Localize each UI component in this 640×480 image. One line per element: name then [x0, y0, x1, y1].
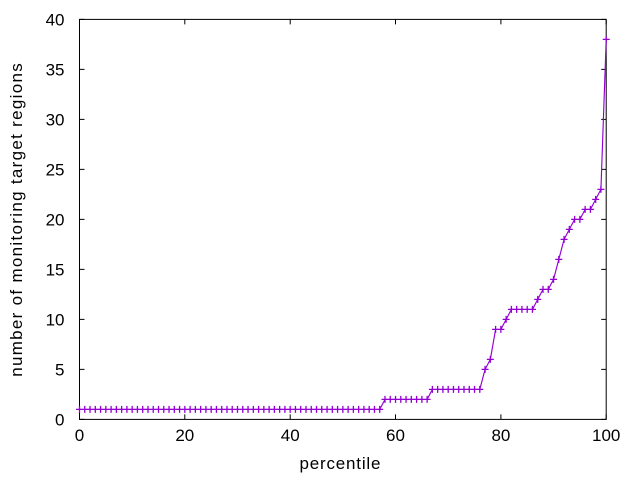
svg-text:60: 60	[386, 426, 405, 445]
svg-text:20: 20	[175, 426, 194, 445]
svg-text:30: 30	[46, 110, 65, 129]
svg-text:5: 5	[55, 360, 64, 379]
svg-text:100: 100	[592, 426, 620, 445]
svg-text:15: 15	[46, 260, 65, 279]
svg-text:20: 20	[46, 210, 65, 229]
svg-text:25: 25	[46, 160, 65, 179]
svg-text:0: 0	[55, 410, 64, 429]
svg-text:0: 0	[75, 426, 84, 445]
svg-text:40: 40	[281, 426, 300, 445]
svg-text:number of monitoring target re: number of monitoring target regions	[7, 62, 26, 377]
svg-text:10: 10	[46, 310, 65, 329]
svg-text:80: 80	[491, 426, 510, 445]
svg-text:35: 35	[46, 60, 65, 79]
svg-text:percentile: percentile	[300, 454, 382, 473]
svg-text:40: 40	[46, 10, 65, 29]
